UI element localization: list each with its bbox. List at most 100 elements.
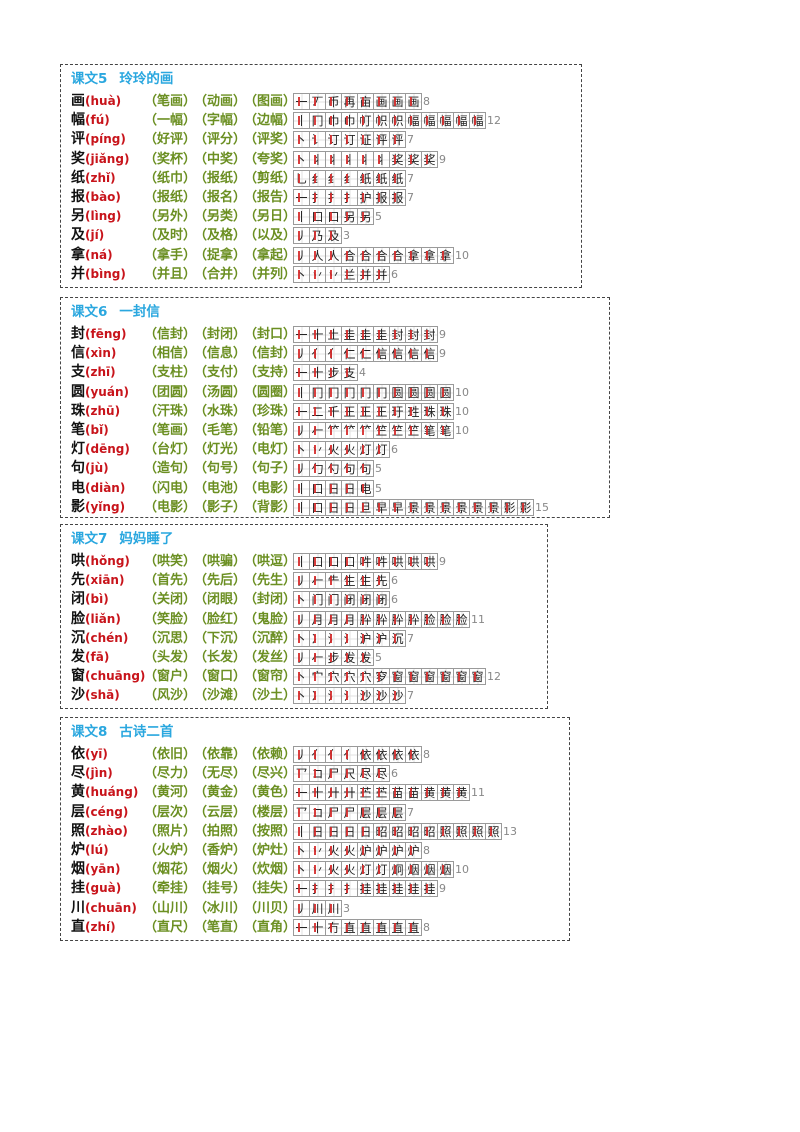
- stroke-cell: 证: [357, 131, 374, 149]
- stroke-cell: 十: [309, 364, 326, 382]
- character-entry: 电(diàn): [71, 479, 125, 498]
- character-entry: 挂(guà): [71, 879, 121, 898]
- stroke-cell: 冂: [309, 383, 326, 401]
- vocab-word: （直尺）: [144, 919, 197, 935]
- vocab-word: （依赖）: [244, 747, 297, 762]
- stroke-order-grid: 丶宀穴穴穴穸窗窗窗窗窗窗 12: [293, 668, 501, 686]
- stroke-cell: 乃: [309, 227, 326, 245]
- paren-open: (: [85, 630, 91, 645]
- hanzi: 另: [71, 208, 85, 225]
- vocab-word: （并列）: [244, 266, 297, 282]
- lesson-title: 课文5 玲玲的画: [71, 70, 173, 88]
- paren-close: ): [103, 650, 110, 664]
- stroke-cell: 珠: [421, 402, 438, 420]
- character-entry: 封(fēng): [71, 325, 126, 344]
- vocab-word: （依靠）: [194, 747, 247, 762]
- stroke-cell: 尸: [341, 803, 358, 821]
- paren-close: ): [115, 94, 122, 108]
- vocab-word: （圆圈）: [244, 384, 297, 400]
- stroke-cell: 帄: [357, 112, 374, 130]
- word-list: （并且）（合并）（并列）: [144, 265, 297, 284]
- vocab-word: （及时）: [144, 228, 197, 244]
- vocab-word: （窗帘）: [244, 669, 297, 685]
- stroke-cell: 火: [341, 861, 358, 879]
- stroke-count: 9: [439, 347, 446, 361]
- word-list: （纸巾）（报纸）（剪纸）: [144, 169, 296, 188]
- stroke-cell: 挂: [389, 880, 406, 898]
- stroke-cell: 穴: [341, 668, 358, 686]
- vocab-word: （挂失）: [244, 881, 297, 897]
- stroke-order-grid: 丿 𠂉 ⺧生生先 6: [293, 572, 398, 590]
- stroke-cell: 𠂉: [309, 649, 326, 666]
- stroke-cell: 丶: [293, 861, 310, 879]
- word-list: （笔画）（动画）（图画）: [144, 92, 296, 111]
- stroke-cell: 直: [357, 918, 374, 936]
- stroke-cell: 哄: [389, 553, 406, 570]
- stroke-cell: 护: [357, 189, 374, 206]
- pinyin: jù: [90, 461, 104, 476]
- stroke-cell: 亻: [309, 746, 326, 763]
- paren-open: (: [85, 365, 91, 380]
- stroke-cell: 苎: [373, 784, 390, 802]
- stroke-cell: 仁: [357, 345, 374, 363]
- character-entry: 黄(huáng): [71, 783, 138, 802]
- vocab-word: （背影）: [244, 499, 297, 515]
- stroke-cell: 扌: [309, 189, 326, 206]
- stroke-cell: 一: [293, 364, 310, 382]
- stroke-cell: 圆: [437, 383, 454, 401]
- vocab-word: （支持）: [244, 365, 297, 381]
- stroke-cell: 景: [453, 498, 470, 516]
- stroke-cell: 圭: [373, 326, 390, 343]
- character-row: 层(céng) （层次）（云层）（楼层）乛コ尸尸层层层 7: [61, 803, 567, 822]
- stroke-cell: 景: [421, 498, 438, 516]
- word-list: （直尺）（笔直）（直角）: [144, 918, 296, 937]
- pinyin: xìn: [90, 346, 111, 361]
- stroke-cell: 幅: [421, 112, 438, 130]
- character-entry: 笔(bǐ): [71, 421, 109, 440]
- stroke-cell: 早: [373, 498, 390, 516]
- pinyin: shā: [90, 688, 115, 703]
- stroke-cell: 另: [341, 208, 358, 226]
- vocab-word: （沉醉）: [244, 630, 297, 646]
- vocab-word: （封口）: [244, 327, 297, 342]
- stroke-cell: 奖: [421, 150, 438, 168]
- stroke-cell: 丨: [293, 822, 310, 840]
- stroke-cell: 丿: [293, 246, 310, 264]
- character-entry: 支(zhī): [71, 363, 116, 382]
- stroke-cell: 氵: [325, 629, 342, 647]
- vocab-word: （下沉）: [194, 630, 247, 646]
- stroke-cell: 画: [373, 93, 390, 110]
- vocab-word: （先后）: [194, 573, 247, 589]
- vocab-word: （评奖）: [244, 132, 297, 148]
- stroke-cell: 川: [325, 899, 342, 917]
- stroke-cell: コ: [309, 765, 326, 783]
- paren-close: ): [119, 480, 126, 495]
- vocab-word: （合并）: [194, 266, 247, 282]
- stroke-cell: 苗: [405, 784, 422, 802]
- hanzi: 圆: [71, 383, 85, 400]
- character-entry: 拿(ná): [71, 246, 113, 265]
- vocab-word: （挂号）: [194, 881, 247, 897]
- paren-close: ): [107, 766, 113, 781]
- stroke-cell: 黄: [421, 784, 438, 802]
- pinyin: yān: [90, 862, 115, 877]
- paren-close: ): [103, 843, 109, 857]
- paren-close: ): [110, 365, 116, 380]
- vocab-word: （边幅）: [244, 113, 297, 129]
- character-row: 黄(huáng) （黄河）（黄金）（黄色）一十廾廾苎苎苗苗黄黄黄 11: [61, 783, 567, 802]
- character-row: 影(yǐng) （电影）（影子）（背影）丨口日日旦早早景景景景景景影影 15: [61, 498, 607, 517]
- word-list: （关闭）（闭眼）（封闭）: [144, 590, 296, 609]
- pinyin: zhào: [90, 823, 123, 838]
- word-list: （层次）（云层）（楼层）: [144, 803, 296, 822]
- word-list: （闪电）（电池）（电影）: [144, 479, 296, 498]
- paren-close: ): [115, 209, 122, 224]
